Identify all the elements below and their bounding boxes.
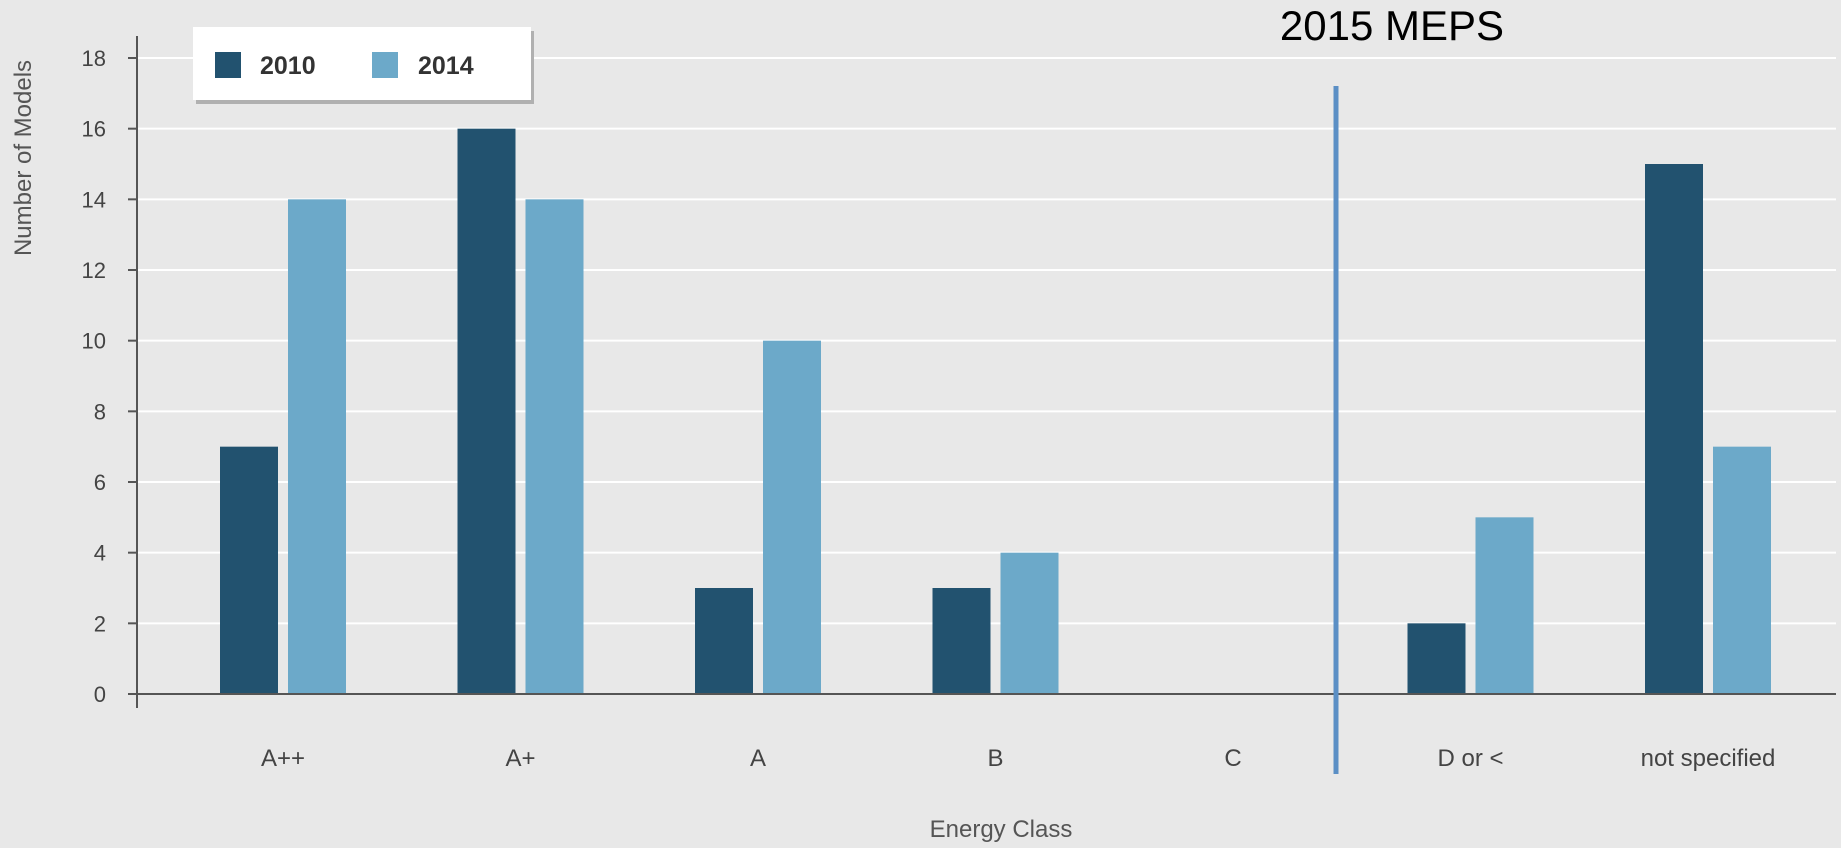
bars [220,128,1771,695]
bar-2010-A- [457,128,516,694]
meps-annotation: 2015 MEPS [1280,2,1504,774]
y-tick-label: 16 [82,117,106,142]
x-category-label: B [987,745,1003,772]
y-tick-label: 18 [82,46,106,71]
x-category-label: A++ [261,745,305,772]
gridlines [137,57,1836,625]
bar-2010-B [932,588,991,694]
axes [128,36,1836,708]
y-tick-label: 0 [94,682,106,707]
legend: 2010 2014 [193,27,534,104]
y-tick-labels: 0 2 4 6 8 10 12 14 16 18 [82,46,106,707]
x-category-label: D or < [1437,745,1503,772]
bar-2014-B [1000,552,1059,694]
bar-2014-A [763,340,821,694]
bar-2010-A [695,588,753,694]
bar-2010-A- [220,446,278,694]
bar-2010-D-or- [1407,623,1466,694]
legend-label-2010: 2010 [260,52,316,80]
x-category-label: A+ [505,745,535,772]
legend-box [193,27,531,100]
y-tick-label: 2 [94,611,106,636]
bar-2014-A- [525,199,584,695]
y-tick-label: 6 [94,470,106,495]
legend-label-2014: 2014 [418,52,474,80]
x-category-labels: A++ A+ A B C D or < not specified [261,745,1775,772]
x-category-label: not specified [1641,745,1776,772]
x-axis-title: Energy Class [930,816,1073,843]
bar-2014-D-or- [1475,517,1534,694]
bar-2014-A- [288,199,346,695]
y-tick-label: 10 [82,329,106,354]
bar-2010-not-specified [1645,164,1703,694]
y-tick-label: 12 [82,258,106,283]
legend-swatch-2014 [372,52,398,78]
x-category-label: A [750,745,766,772]
bar-2014-not-specified [1713,446,1771,694]
y-tick-label: 4 [94,541,106,566]
y-tick-label: 14 [82,187,106,212]
y-axis-title: Number of Models [10,60,37,256]
meps-label: 2015 MEPS [1280,2,1504,49]
legend-swatch-2010 [215,52,241,78]
x-category-label: C [1224,745,1241,772]
y-tick-label: 8 [94,399,106,424]
